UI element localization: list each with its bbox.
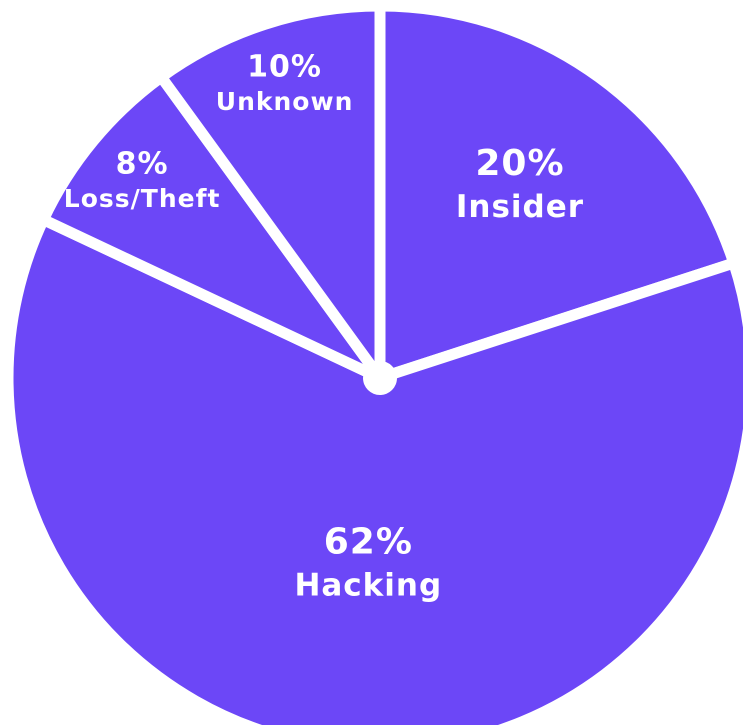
pie-slice: [2, 214, 743, 725]
pie-slice: [155, 0, 386, 384]
slice-label: Loss/Theft: [64, 184, 221, 213]
slice-percent: 10%: [247, 50, 322, 85]
slice-label: Unknown: [216, 87, 354, 116]
slice-percent: 62%: [324, 521, 413, 562]
pie-slice: [374, 0, 740, 384]
slice-percent: 20%: [475, 143, 564, 184]
slice-label: Insider: [456, 189, 584, 225]
center-dot: [363, 361, 397, 395]
slice-label: Hacking: [294, 567, 442, 603]
slice-percent: 8%: [116, 146, 169, 181]
pie-slice: [37, 71, 386, 384]
